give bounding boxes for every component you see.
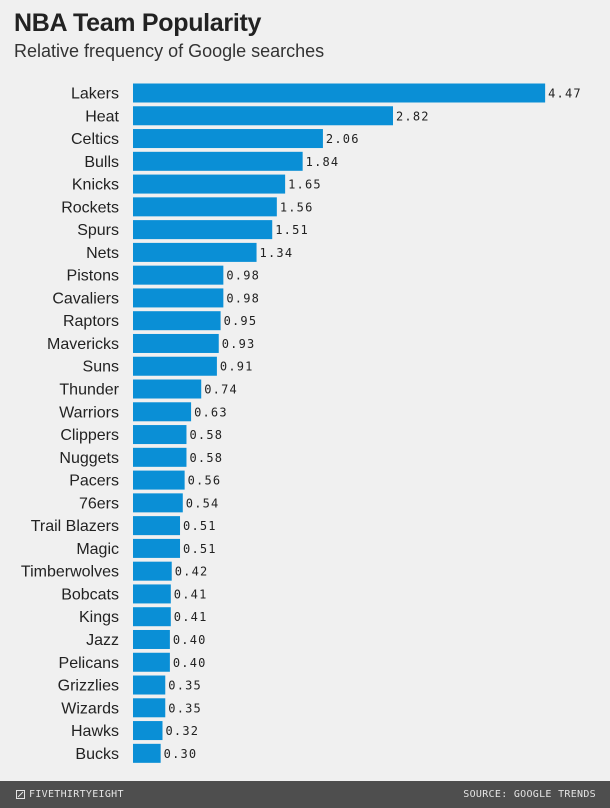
category-label: Warriors	[59, 404, 119, 421]
category-label: Celtics	[71, 131, 119, 148]
bar	[133, 288, 224, 308]
bar	[133, 220, 273, 240]
value-label: 0.41	[174, 587, 208, 601]
chart-subtitle: Relative frequency of Google searches	[14, 41, 325, 61]
bar	[133, 607, 171, 627]
category-label: Clippers	[60, 427, 119, 444]
category-label: 76ers	[79, 495, 119, 512]
value-label: 1.51	[275, 223, 309, 237]
chart-title: NBA Team Popularity	[14, 9, 262, 37]
value-label: 1.34	[260, 246, 294, 260]
value-label: 2.82	[396, 109, 430, 123]
brand-name: FIVETHIRTYEIGHT	[29, 789, 124, 800]
value-label: 0.56	[188, 474, 222, 488]
category-label: Grizzlies	[58, 678, 119, 695]
bar	[133, 698, 166, 718]
category-label: Pelicans	[59, 655, 119, 672]
fivethirtyeight-logo-icon	[16, 790, 25, 799]
bar	[133, 652, 170, 672]
bar	[133, 129, 323, 149]
category-label: Nuggets	[59, 450, 119, 467]
bar	[133, 470, 185, 490]
category-label: Bobcats	[61, 586, 119, 603]
category-label: Kings	[79, 609, 119, 626]
bar	[133, 743, 161, 763]
bar	[133, 629, 170, 649]
value-label: 4.47	[548, 87, 582, 101]
category-label: Thunder	[59, 382, 119, 399]
value-label: 0.63	[194, 405, 228, 419]
bar	[133, 311, 221, 331]
value-label: 0.35	[168, 679, 202, 693]
category-label: Nets	[86, 245, 119, 262]
category-label: Jazz	[86, 632, 119, 649]
bar	[133, 106, 394, 126]
category-label: Cavaliers	[52, 290, 119, 307]
category-label: Raptors	[63, 313, 119, 330]
bar	[133, 538, 181, 558]
value-label: 0.30	[164, 747, 198, 761]
category-label: Suns	[83, 359, 119, 376]
value-label: 1.84	[306, 155, 340, 169]
bar	[133, 721, 163, 741]
category-label: Bulls	[84, 154, 119, 171]
bar-chart: Lakers 4.47 Heat 2.82 Celtics 2.06 Bulls 1.84 Kn…	[21, 83, 582, 763]
value-label: 0.35	[168, 701, 202, 715]
category-label: Lakers	[71, 86, 119, 103]
value-label: 0.54	[186, 496, 220, 510]
bar	[133, 356, 217, 376]
bar	[133, 333, 219, 353]
bar	[133, 197, 277, 217]
value-label: 0.74	[204, 383, 238, 397]
brand: FIVETHIRTYEIGHT	[16, 789, 124, 800]
value-label: 0.32	[166, 724, 200, 738]
value-label: 0.42	[175, 565, 209, 579]
bar	[133, 516, 181, 536]
category-label: Wizards	[61, 700, 119, 717]
bar	[133, 493, 183, 513]
bar	[133, 151, 303, 171]
value-label: 0.95	[224, 314, 258, 328]
bar	[133, 402, 192, 422]
category-label: Trail Blazers	[31, 518, 119, 535]
bar	[133, 265, 224, 285]
category-label: Spurs	[77, 222, 119, 239]
value-label: 0.98	[226, 291, 260, 305]
category-label: Heat	[85, 108, 119, 125]
value-label: 0.51	[183, 542, 217, 556]
category-label: Knicks	[72, 177, 119, 194]
bar	[133, 174, 286, 194]
value-label: 0.58	[189, 428, 223, 442]
value-label: 0.98	[226, 269, 260, 283]
bar	[133, 379, 202, 399]
bar	[133, 561, 172, 581]
footer: FIVETHIRTYEIGHT SOURCE: GOOGLE TRENDS	[0, 781, 610, 808]
bar	[133, 425, 187, 445]
value-label: 0.93	[222, 337, 256, 351]
value-label: 1.56	[280, 200, 314, 214]
category-label: Pacers	[69, 473, 119, 490]
category-label: Rockets	[61, 199, 119, 216]
bar	[133, 447, 187, 467]
category-label: Timberwolves	[21, 564, 119, 581]
value-label: 2.06	[326, 132, 360, 146]
category-label: Bucks	[75, 746, 119, 763]
value-label: 0.91	[220, 360, 254, 374]
value-label: 0.58	[189, 451, 223, 465]
category-label: Mavericks	[47, 336, 119, 353]
source-note: SOURCE: GOOGLE TRENDS	[463, 789, 596, 800]
value-label: 0.40	[173, 633, 207, 647]
value-label: 0.40	[173, 656, 207, 670]
value-label: 0.51	[183, 519, 217, 533]
value-label: 1.65	[288, 178, 322, 192]
bar	[133, 584, 171, 604]
category-label: Hawks	[71, 723, 119, 740]
bar	[133, 242, 257, 262]
category-label: Magic	[76, 541, 119, 558]
value-label: 0.41	[174, 610, 208, 624]
bar	[133, 675, 166, 695]
category-label: Pistons	[67, 268, 119, 285]
bar	[133, 83, 546, 103]
